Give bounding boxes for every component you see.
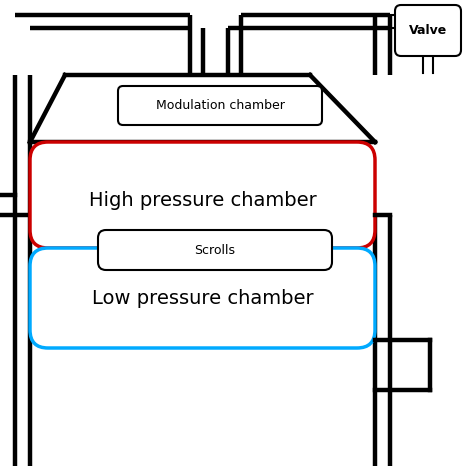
- FancyBboxPatch shape: [395, 5, 461, 56]
- Text: High pressure chamber: High pressure chamber: [89, 191, 316, 210]
- FancyBboxPatch shape: [98, 230, 332, 270]
- Text: Low pressure chamber: Low pressure chamber: [91, 288, 313, 308]
- Text: Modulation chamber: Modulation chamber: [155, 99, 284, 112]
- FancyBboxPatch shape: [118, 86, 322, 125]
- FancyBboxPatch shape: [30, 248, 375, 348]
- Text: Scrolls: Scrolls: [194, 244, 236, 256]
- FancyBboxPatch shape: [30, 142, 375, 248]
- Text: Valve: Valve: [409, 24, 447, 37]
